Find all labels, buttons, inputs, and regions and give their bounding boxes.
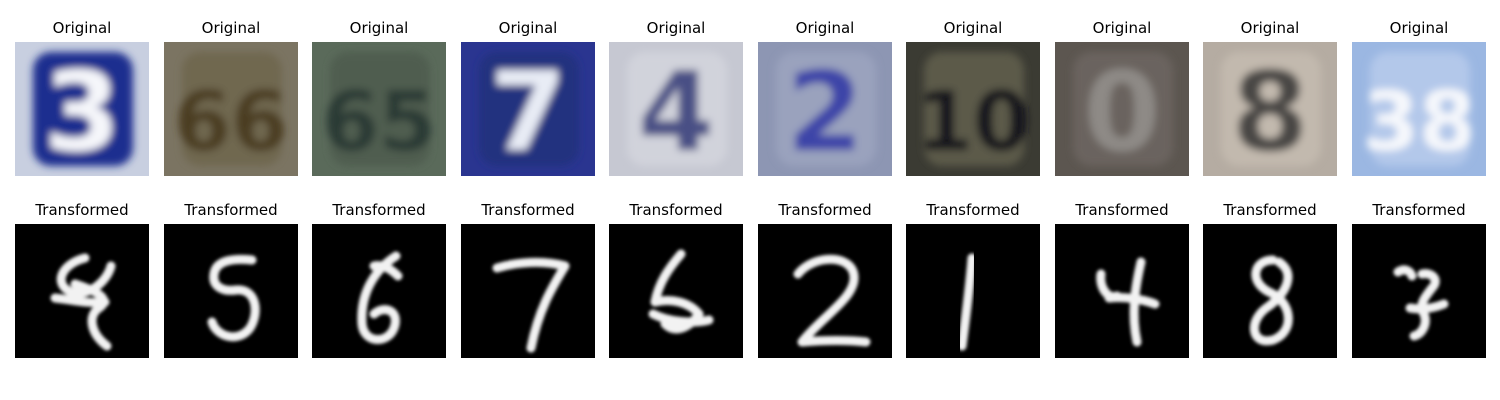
subplot-title: Transformed [481, 201, 575, 219]
handwritten-stroke [492, 257, 570, 353]
subplot-title: Original [498, 19, 558, 37]
subplot-title: Original [795, 19, 855, 37]
digit-image: 0 [1055, 42, 1189, 176]
image-digit-glyph: 38 [1362, 75, 1476, 170]
image-digit-glyph: 4 [638, 48, 715, 176]
subplot-title: Transformed [332, 201, 426, 219]
subplot-title: Transformed [184, 201, 278, 219]
digit-image [609, 224, 743, 358]
digit-image [758, 224, 892, 358]
image-background [461, 224, 595, 358]
handwritten-stroke [50, 253, 116, 351]
digit-image [906, 224, 1040, 358]
subplot-title: Original [943, 19, 1003, 37]
digit-image: 65 [312, 42, 446, 176]
handwritten-stroke [1249, 255, 1293, 346]
digit-image: 10 [906, 42, 1040, 176]
image-digit-glyph: 7 [490, 48, 567, 176]
handwritten-stroke [648, 249, 714, 334]
subplot-title: Transformed [778, 201, 872, 219]
subplot-title: Original [1389, 19, 1449, 37]
handwritten-digit-image [1055, 224, 1189, 358]
digit-image: 66 [164, 42, 298, 176]
handwritten-digit-image [758, 224, 892, 358]
handwritten-digit-image [164, 224, 298, 358]
handwritten-digit-image [15, 224, 149, 358]
handwritten-digit-image [1352, 224, 1486, 358]
subplot-title: Original [201, 19, 261, 37]
street-number-photo: 10 [906, 42, 1040, 176]
image-digit-glyph: 2 [787, 48, 864, 176]
street-number-photo: 8 [1203, 42, 1337, 176]
subplot-title: Transformed [35, 201, 129, 219]
image-background [609, 224, 743, 358]
handwritten-stroke [793, 254, 871, 347]
subplot-title: Transformed [629, 201, 723, 219]
digit-image [1352, 224, 1486, 358]
digit-image: 7 [461, 42, 595, 176]
digit-image: 8 [1203, 42, 1337, 176]
handwritten-stroke [957, 253, 977, 351]
digit-image [1203, 224, 1337, 358]
digit-image [312, 224, 446, 358]
handwritten-stroke [1393, 265, 1449, 341]
image-digit-glyph: 3 [44, 48, 121, 176]
handwritten-digit-image [609, 224, 743, 358]
street-number-photo: 2 [758, 42, 892, 176]
street-number-photo: 66 [164, 42, 298, 176]
subplot-title: Original [1240, 19, 1300, 37]
digit-image [1055, 224, 1189, 358]
subplot-title: Original [646, 19, 706, 37]
digit-image: 2 [758, 42, 892, 176]
digit-image: 4 [609, 42, 743, 176]
subplot-title: Original [52, 19, 112, 37]
subplot-title: Transformed [1372, 201, 1466, 219]
street-number-photo: 4 [609, 42, 743, 176]
subplot-title: Original [349, 19, 409, 37]
street-number-photo: 3 [15, 42, 149, 176]
image-background [1055, 224, 1189, 358]
handwritten-stroke [1096, 257, 1160, 347]
street-number-photo: 0 [1055, 42, 1189, 176]
digit-image: 3 [15, 42, 149, 176]
handwritten-stroke [357, 251, 403, 344]
image-background [758, 224, 892, 358]
image-digit-glyph: 8 [1232, 48, 1309, 176]
image-digit-glyph: 0 [1084, 48, 1161, 176]
digit-image [15, 224, 149, 358]
image-digit-glyph: 66 [174, 75, 288, 170]
subplot-title: Transformed [926, 201, 1020, 219]
digit-image [461, 224, 595, 358]
handwritten-digit-image [1203, 224, 1337, 358]
handwritten-digit-image [312, 224, 446, 358]
image-digit-glyph: 10 [916, 75, 1030, 170]
handwritten-digit-image [906, 224, 1040, 358]
street-number-photo: 7 [461, 42, 595, 176]
subplot-title: Original [1092, 19, 1152, 37]
street-number-photo: 38 [1352, 42, 1486, 176]
handwritten-stroke [207, 254, 260, 342]
subplot-title: Transformed [1075, 201, 1169, 219]
digit-image [164, 224, 298, 358]
digit-image: 38 [1352, 42, 1486, 176]
subplot-title: Transformed [1223, 201, 1317, 219]
image-digit-glyph: 65 [322, 75, 436, 170]
handwritten-digit-image [461, 224, 595, 358]
street-number-photo: 65 [312, 42, 446, 176]
